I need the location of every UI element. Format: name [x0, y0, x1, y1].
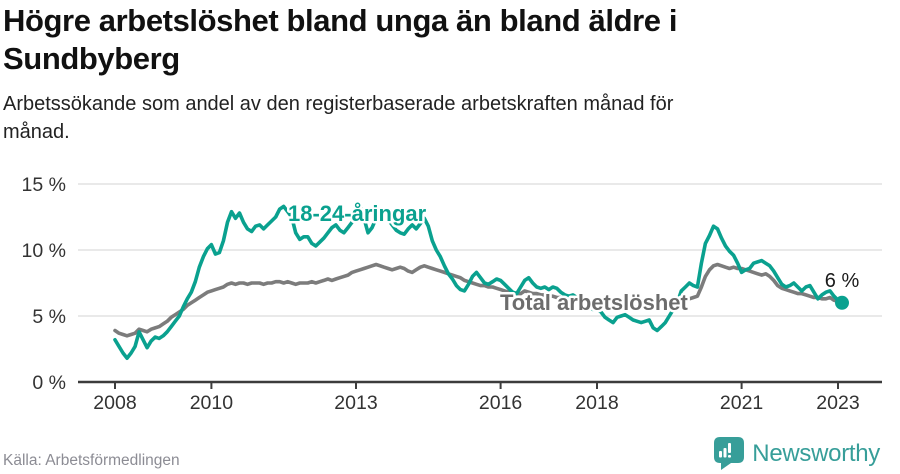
series-line-total — [113, 262, 844, 338]
newsworthy-brand: Newsworthy — [714, 437, 880, 470]
y-axis-label-5: 5 % — [32, 306, 66, 328]
x-axis-label-2016: 2016 — [479, 392, 522, 414]
title-line-2: Sundbyberg — [3, 41, 180, 77]
source-credit: Källa: Arbetsförmedlingen — [3, 452, 180, 469]
title-line-1: Högre arbetslöshet bland unga än bland ä… — [3, 3, 678, 38]
x-axis-label-2018: 2018 — [575, 392, 618, 414]
end-point-dot — [835, 295, 849, 310]
bar-chart-pin-icon — [714, 437, 745, 470]
series-line-youth — [113, 204, 844, 361]
series-label-youth: 18-24-åringar — [288, 201, 427, 226]
x-axis-label-2021: 2021 — [720, 392, 763, 414]
y-axis-label-10: 10 % — [22, 240, 66, 262]
x-axis-label-2023: 2023 — [816, 392, 859, 414]
brand-wordmark: Newsworthy — [752, 439, 880, 467]
series-label-total: Total arbetslöshet — [500, 290, 689, 315]
x-axis-label-2008: 2008 — [93, 392, 136, 414]
y-axis-label-0: 0 % — [32, 372, 66, 394]
end-value-label: 6 % — [825, 270, 860, 292]
page-title: Högre arbetslöshet bland unga än bland ä… — [3, 2, 863, 78]
subtitle-line-2: månad. — [3, 120, 70, 143]
x-axis-label-2010: 2010 — [190, 392, 234, 414]
y-axis-label-15: 15 % — [22, 174, 66, 196]
chart-footer: Källa: Arbetsförmedlingen Newsworthy — [0, 437, 900, 470]
subtitle-line-1: Arbetssökande som andel av den registerb… — [3, 93, 674, 116]
x-axis-label-2013: 2013 — [334, 392, 377, 414]
chart-header: Högre arbetslöshet bland unga än bland ä… — [3, 2, 863, 146]
chart-subtitle: Arbetssökande som andel av den registerb… — [3, 91, 863, 146]
